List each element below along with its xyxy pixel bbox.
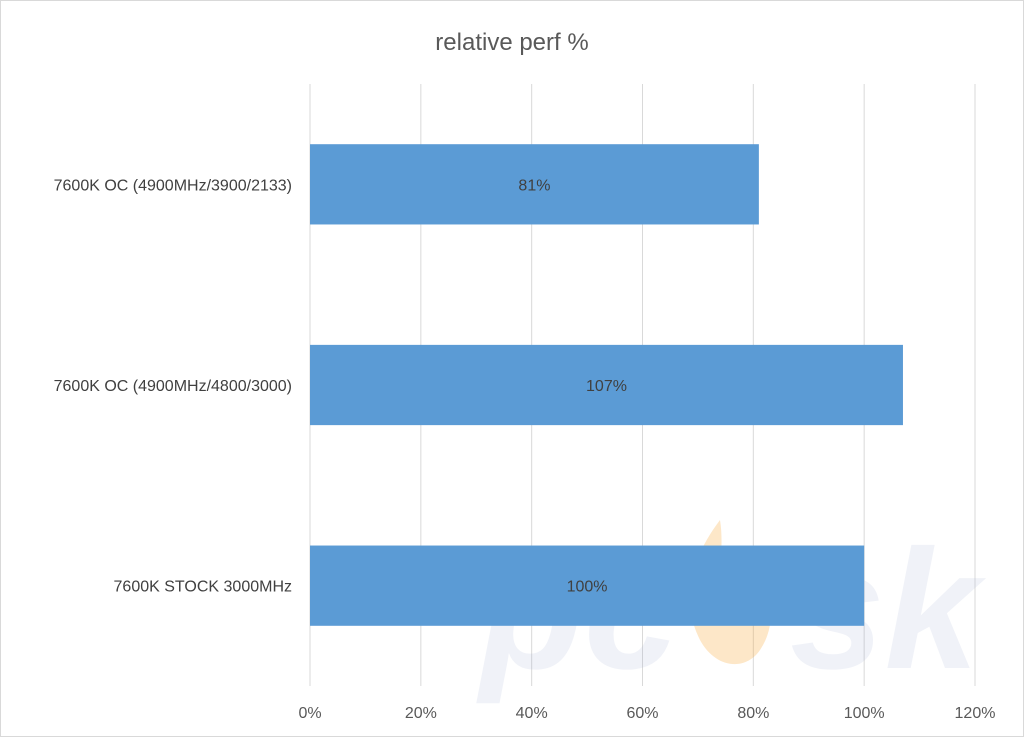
x-tick-label: 80% [737,705,769,722]
x-tick-label: 20% [405,705,437,722]
x-tick-label: 0% [298,705,321,722]
bars-group [310,144,903,626]
bar-value-label: 107% [586,378,627,395]
bar [310,545,865,626]
bar-value-label: 81% [518,177,550,194]
category-label: 7600K STOCK 3000MHz [114,579,292,596]
bar [310,144,759,225]
category-label: 7600K OC (4900MHz/4800/3000) [54,378,292,395]
x-tick-label: 40% [516,705,548,722]
x-tick-label: 60% [626,705,658,722]
bar [310,344,903,426]
bar-value-label: 100% [567,579,608,596]
category-labels-group: 7600K OC (4900MHz/3900/2133) 7600K OC (49… [54,177,292,595]
x-axis-tick-labels: 0% 20% 40% 60% 80% 100% 120% [298,705,995,722]
data-labels-group: 81% 107% 100% [518,177,627,595]
x-tick-label: 100% [844,705,885,722]
category-label: 7600K OC (4900MHz/3900/2133) [54,177,292,194]
chart-title: relative perf % [435,29,588,56]
x-tick-label: 120% [955,705,996,722]
